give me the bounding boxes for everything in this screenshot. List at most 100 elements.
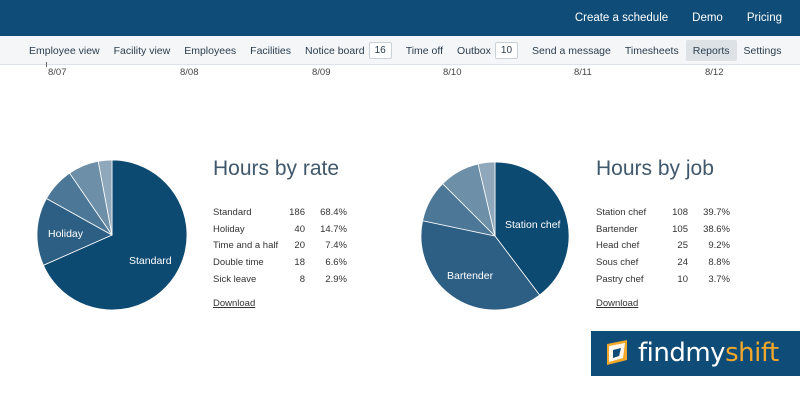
pie-slice-pastry-chef bbox=[477, 161, 496, 237]
job-legend-table: Station chef 108 39.7% Bartender 105 38.6% Hea… bbox=[596, 204, 730, 288]
legend-label: Double time bbox=[213, 257, 264, 269]
nav-reports[interactable]: Reports bbox=[685, 40, 737, 61]
legend-hours: 186 bbox=[289, 206, 305, 218]
nav-employees[interactable]: Employees bbox=[177, 40, 243, 61]
legend-hours: 105 bbox=[672, 223, 688, 235]
date-label: 8/07 bbox=[48, 67, 67, 78]
legend-percent: 7.4% bbox=[325, 240, 347, 252]
date-label: 8/11 bbox=[574, 67, 592, 78]
legend-row: Sick leave 8 2.9% bbox=[213, 271, 347, 288]
legend-label: Standard bbox=[213, 206, 252, 218]
nav-label: Timesheets bbox=[624, 44, 679, 57]
rate-chart-title: Hours by rate bbox=[213, 157, 340, 180]
legend-hours: 18 bbox=[294, 257, 305, 269]
legend-label: Time and a half bbox=[213, 240, 279, 252]
pie-slice-station-chef bbox=[494, 161, 570, 296]
pie-label: Station chef bbox=[505, 219, 561, 231]
rate-pie-chart: Standard Holiday bbox=[36, 159, 188, 311]
date-label: 8/10 bbox=[443, 67, 462, 78]
notice-count-badge: 16 bbox=[368, 42, 392, 59]
legend-percent: 39.7% bbox=[703, 206, 730, 218]
legend-row: Station chef 108 39.7% bbox=[596, 204, 730, 221]
nav-settings[interactable]: Settings bbox=[737, 40, 789, 61]
timeline-tick bbox=[46, 62, 47, 67]
legend-percent: 9.2% bbox=[708, 240, 730, 252]
nav-facilities[interactable]: Facilities bbox=[243, 40, 298, 61]
legend-hours: 40 bbox=[294, 223, 305, 235]
nav-facility-view[interactable]: Facility view bbox=[107, 40, 178, 61]
legend-hours: 8 bbox=[299, 274, 305, 286]
legend-percent: 68.4% bbox=[320, 206, 347, 218]
nav-send-message[interactable]: Send a message bbox=[525, 40, 618, 61]
nav-label: Employees bbox=[184, 44, 237, 57]
legend-row: Pastry chef 10 3.7% bbox=[596, 271, 730, 288]
legend-hours: 108 bbox=[672, 206, 688, 218]
nav-label: Settings bbox=[743, 44, 782, 57]
legend-percent: 6.6% bbox=[325, 257, 347, 269]
legend-hours: 25 bbox=[677, 240, 688, 252]
job-chart-title: Hours by job bbox=[596, 157, 714, 180]
legend-label: Head chef bbox=[596, 240, 640, 252]
legend-percent: 38.6% bbox=[703, 223, 730, 235]
nav-notice-board[interactable]: Notice board 16 bbox=[298, 40, 399, 61]
legend-hours: 24 bbox=[677, 257, 688, 269]
date-label: 8/09 bbox=[312, 67, 331, 78]
demo-link[interactable]: Demo bbox=[692, 12, 723, 24]
legend-label: Sous chef bbox=[596, 257, 639, 269]
nav-label: Facilities bbox=[250, 44, 292, 57]
date-label: 8/12 bbox=[705, 67, 724, 78]
job-download-link[interactable]: Download bbox=[596, 298, 639, 309]
legend-label: Sick leave bbox=[213, 274, 257, 286]
nav-label: Time off bbox=[405, 44, 444, 57]
pie-slice-standard bbox=[42, 159, 188, 311]
logo-wordmark: findmyshift bbox=[638, 337, 779, 369]
legend-label: Pastry chef bbox=[596, 274, 644, 286]
nav-label: Notice board bbox=[305, 44, 365, 57]
nav-label: Reports bbox=[692, 44, 730, 57]
legend-percent: 2.9% bbox=[325, 274, 347, 286]
nav-outbox[interactable]: Outbox 10 bbox=[450, 40, 525, 61]
nav-label: Employee view bbox=[29, 44, 100, 57]
nav-label: Outbox bbox=[457, 44, 491, 57]
legend-percent: 3.7% bbox=[708, 274, 730, 286]
legend-row: Double time 18 6.6% bbox=[213, 254, 347, 271]
pie-label: Standard bbox=[129, 255, 172, 267]
legend-row: Time and a half 20 7.4% bbox=[213, 238, 347, 255]
timeline-dates: 8/07 8/08 8/09 8/10 8/11 8/12 bbox=[0, 62, 800, 80]
pie-slice-bartender bbox=[420, 220, 541, 311]
rate-download-link[interactable]: Download bbox=[213, 298, 256, 309]
legend-row: Holiday 40 14.7% bbox=[213, 221, 347, 238]
rate-legend-table: Standard 186 68.4% Holiday 40 14.7% Time and a… bbox=[213, 204, 347, 288]
legend-row: Standard 186 68.4% bbox=[213, 204, 347, 221]
legend-hours: 20 bbox=[294, 240, 305, 252]
pricing-link[interactable]: Pricing bbox=[746, 12, 782, 24]
legend-label: Station chef bbox=[596, 206, 647, 218]
legend-percent: 14.7% bbox=[320, 223, 347, 235]
nav-employee-view[interactable]: Employee view bbox=[22, 40, 107, 61]
pie-label: Bartender bbox=[447, 270, 494, 282]
logo-mark-icon bbox=[607, 340, 627, 365]
legend-label: Bartender bbox=[596, 223, 638, 235]
nav-label: Send a message bbox=[532, 44, 611, 57]
legend-label: Holiday bbox=[213, 223, 245, 235]
pie-slice-holiday bbox=[36, 197, 113, 266]
create-schedule-link[interactable]: Create a schedule bbox=[574, 12, 669, 24]
top-bar: Create a schedule Demo Pricing bbox=[0, 0, 800, 36]
logo-text-part: findmy bbox=[638, 338, 726, 368]
pie-slice-sick-leave bbox=[97, 159, 113, 236]
pie-label: Holiday bbox=[48, 228, 84, 240]
main-nav: Employee view Facility view Employees Fa… bbox=[22, 40, 788, 61]
legend-row: Sous chef 24 8.8% bbox=[596, 254, 730, 271]
main-nav-bar: Employee view Facility view Employees Fa… bbox=[0, 36, 800, 65]
job-pie-chart: Station chef Bartender bbox=[420, 161, 570, 311]
top-links: Create a schedule Demo Pricing bbox=[575, 0, 782, 36]
legend-hours: 10 bbox=[677, 274, 688, 286]
nav-label: Facility view bbox=[113, 44, 171, 57]
legend-row: Head chef 25 9.2% bbox=[596, 238, 730, 255]
findmyshift-logo: findmyshift bbox=[591, 331, 800, 376]
outbox-count-badge: 10 bbox=[494, 42, 519, 59]
nav-timesheets[interactable]: Timesheets bbox=[618, 40, 686, 61]
logo-text-part: shift bbox=[725, 338, 779, 368]
nav-time-off[interactable]: Time off bbox=[399, 40, 450, 61]
date-label: 8/08 bbox=[180, 67, 199, 78]
